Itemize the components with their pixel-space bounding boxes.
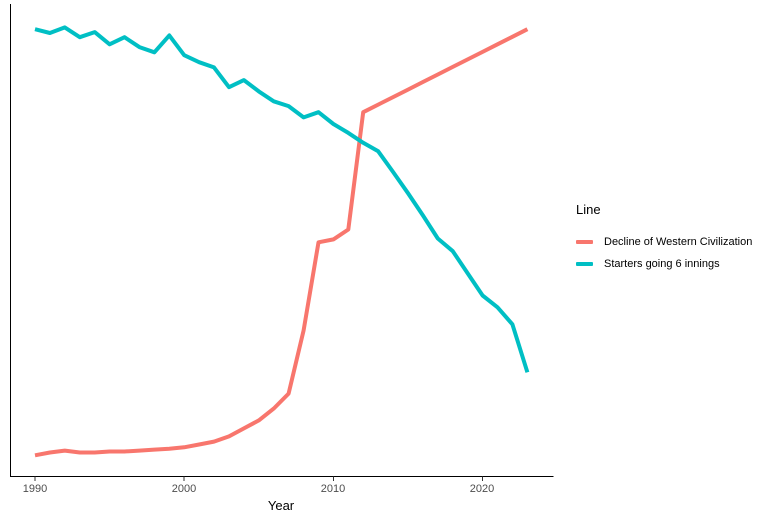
legend-key-red-line — [576, 240, 593, 244]
legend-item-decline: Decline of Western Civilization — [576, 235, 752, 249]
x-tick-label-2010: 2010 — [320, 483, 346, 495]
x-tick-label-1990: 1990 — [22, 483, 48, 495]
legend-title: Line — [576, 202, 601, 217]
x-axis-title: Year — [267, 498, 295, 513]
legend-key-teal-line — [576, 262, 593, 266]
x-axis-tick-marks — [34, 476, 484, 481]
legend-item-label: Starters going 6 innings — [604, 258, 720, 270]
series-line-decline-of-western-civilization — [34, 27, 529, 458]
series-line-starters-going-6-innings — [34, 25, 530, 373]
x-tick-label-2000: 2000 — [171, 483, 197, 495]
series-lines — [34, 25, 530, 458]
legend-item-starters: Starters going 6 innings — [576, 257, 720, 271]
x-tick-label-2020: 2020 — [469, 483, 495, 495]
legend-item-label: Decline of Western Civilization — [604, 236, 753, 248]
